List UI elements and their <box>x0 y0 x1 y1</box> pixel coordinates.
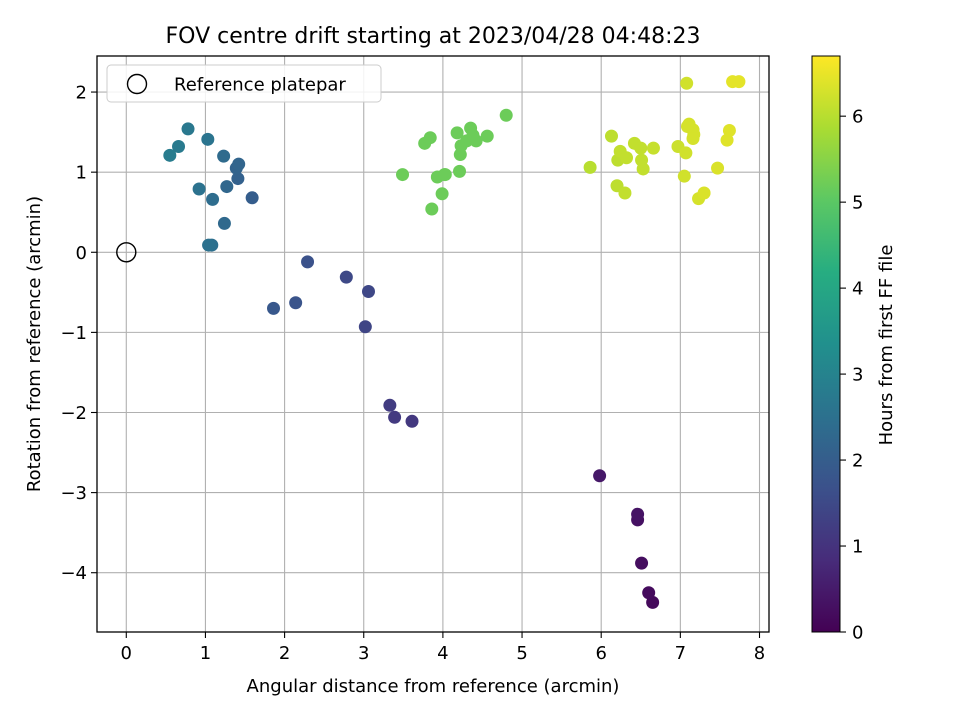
data-point <box>267 301 281 315</box>
data-point <box>680 119 694 133</box>
colorbar-tick-label: 4 <box>852 279 863 300</box>
data-point <box>217 149 231 163</box>
colorbar-tick-label: 0 <box>852 623 863 644</box>
data-point <box>469 134 483 148</box>
data-point <box>192 182 206 196</box>
colorbar-tick-label: 5 <box>852 193 863 214</box>
chart-title: FOV centre drift starting at 2023/04/28 … <box>166 24 701 49</box>
y-axis-label: Rotation from reference (arcmin) <box>24 196 45 492</box>
data-point <box>438 168 452 182</box>
legend-box <box>106 64 382 103</box>
colorbar-tick-label: 3 <box>852 365 863 386</box>
data-point <box>631 507 645 521</box>
data-point <box>618 186 632 200</box>
y-tick-label: 1 <box>76 163 87 184</box>
x-tick-label: 0 <box>121 643 132 664</box>
colorbar: 0 1 2 3 4 5 6 Hours from first FF file <box>811 55 897 644</box>
x-axis-label: Angular distance from reference (arcmin) <box>247 676 620 697</box>
gridlines <box>97 56 769 632</box>
x-axis-ticks: 0 1 2 3 4 5 6 7 8 <box>121 632 765 664</box>
data-point <box>206 192 220 206</box>
data-point <box>732 75 746 89</box>
x-tick-label: 4 <box>437 643 448 664</box>
data-point <box>635 556 649 570</box>
colorbar-ticks: 0 1 2 3 4 5 6 <box>840 107 863 644</box>
colorbar-tick-label: 6 <box>852 107 863 128</box>
data-point <box>358 320 372 334</box>
x-tick-label: 8 <box>754 643 765 664</box>
y-tick-label: −3 <box>60 483 87 504</box>
x-tick-label: 7 <box>675 643 686 664</box>
y-tick-label: −1 <box>60 323 87 344</box>
x-tick-label: 5 <box>516 643 527 664</box>
data-point <box>722 124 736 138</box>
data-point <box>499 108 513 122</box>
data-point <box>220 180 234 194</box>
y-axis-ticks: −4 −3 −2 −1 0 1 2 <box>60 83 97 584</box>
y-tick-label: −2 <box>60 403 87 424</box>
colorbar-label: Hours from first FF file <box>876 245 897 446</box>
data-point <box>642 586 656 600</box>
data-point <box>339 270 353 284</box>
data-point <box>435 187 449 201</box>
data-point <box>361 285 375 299</box>
data-point <box>604 129 618 143</box>
data-point <box>202 238 216 252</box>
data-point <box>423 131 437 145</box>
data-point <box>425 202 439 216</box>
data-point <box>636 162 650 176</box>
x-tick-label: 3 <box>358 643 369 664</box>
reference-marker <box>116 242 137 263</box>
x-tick-label: 2 <box>279 643 290 664</box>
data-point <box>217 216 231 230</box>
data-point <box>679 146 693 160</box>
y-tick-label: 2 <box>76 83 87 104</box>
legend-marker-open-circle <box>126 73 148 95</box>
data-point <box>201 132 215 146</box>
data-point <box>680 76 694 90</box>
x-tick-label: 1 <box>200 643 211 664</box>
data-point <box>383 398 397 412</box>
data-point <box>634 141 648 155</box>
data-point <box>245 191 259 205</box>
data-point <box>405 414 419 428</box>
plot-frame <box>96 55 770 633</box>
data-point <box>480 129 494 143</box>
data-point <box>172 140 186 154</box>
x-tick-label: 6 <box>595 643 606 664</box>
legend: Reference platepar <box>106 64 382 103</box>
reference-platepar-marker <box>116 242 137 263</box>
data-point <box>181 122 195 136</box>
data-point <box>232 157 246 171</box>
data-point <box>583 160 597 174</box>
data-point <box>231 172 245 186</box>
data-point <box>453 164 467 178</box>
data-point <box>396 168 410 182</box>
data-point <box>450 126 464 140</box>
data-point <box>686 132 700 146</box>
data-point <box>677 169 691 183</box>
y-tick-label: 0 <box>76 243 87 264</box>
data-points <box>163 75 746 609</box>
data-point <box>163 148 177 162</box>
colorbar-tick-label: 1 <box>852 537 863 558</box>
data-point <box>289 296 303 310</box>
data-point <box>711 161 725 175</box>
data-point <box>697 186 711 200</box>
data-point <box>593 469 607 483</box>
data-point <box>620 151 634 165</box>
data-point <box>388 410 402 424</box>
colorbar-gradient <box>811 55 841 633</box>
data-point <box>646 141 660 155</box>
legend-label: Reference platepar <box>174 75 346 96</box>
colorbar-tick-label: 2 <box>852 451 863 472</box>
data-point <box>301 255 315 269</box>
y-tick-label: −4 <box>60 563 87 584</box>
